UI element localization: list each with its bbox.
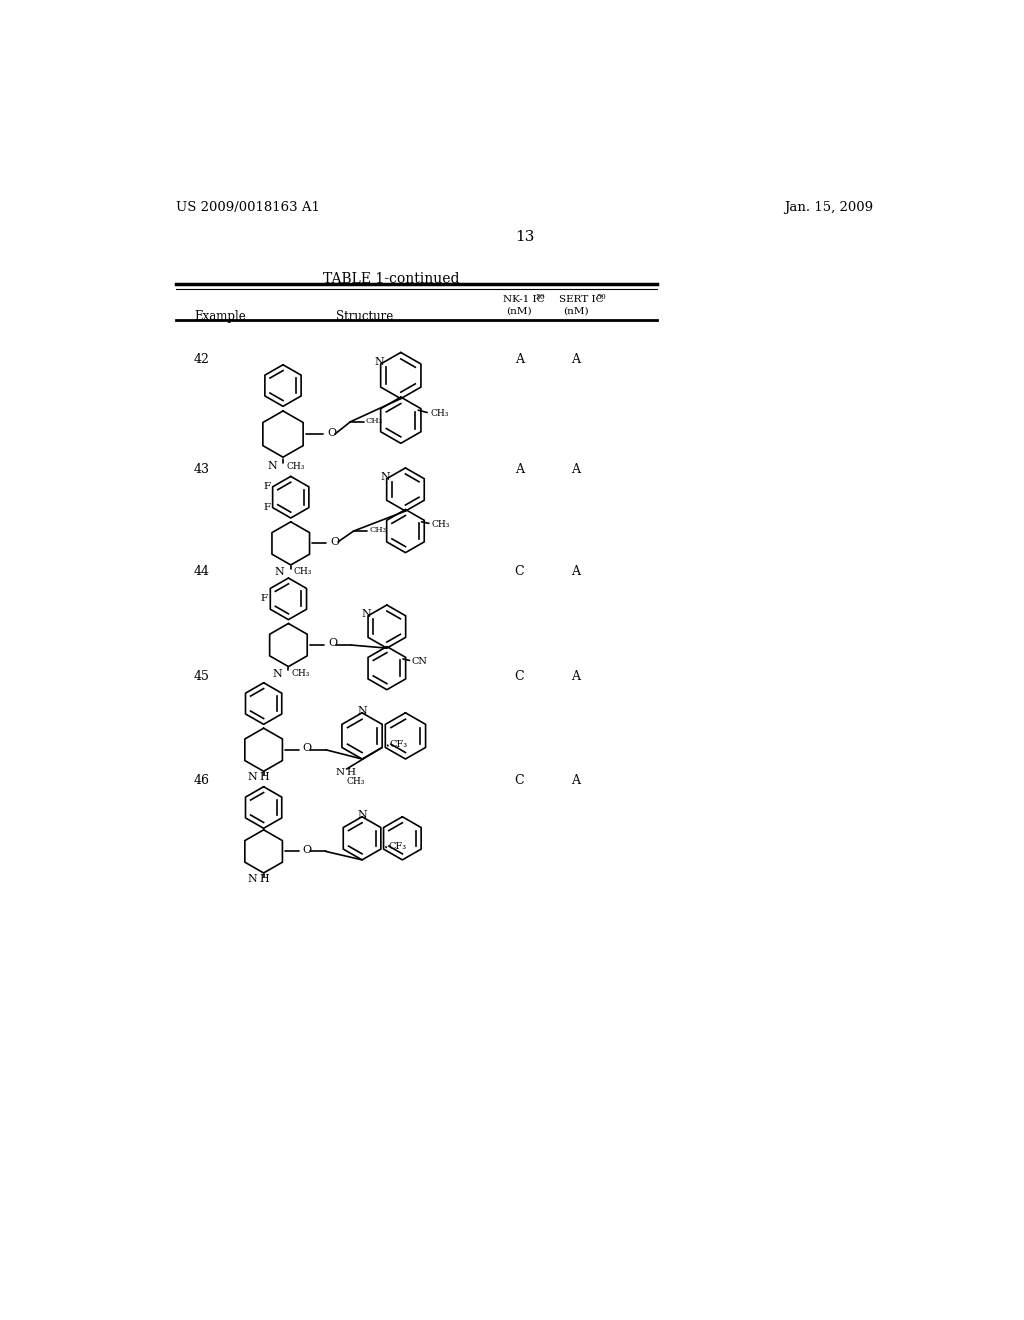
Text: NK-1 IC: NK-1 IC (503, 296, 545, 305)
Text: N: N (272, 668, 283, 678)
Text: 13: 13 (515, 230, 535, 244)
Text: (nM): (nM) (507, 306, 532, 315)
Text: N: N (248, 874, 257, 884)
Text: Example: Example (194, 310, 246, 323)
Text: H: H (260, 874, 269, 884)
Text: (nM): (nM) (563, 306, 589, 315)
Text: N: N (374, 358, 384, 367)
Text: CH₃: CH₃ (432, 520, 451, 528)
Text: N: N (357, 706, 367, 717)
Text: N: N (267, 462, 276, 471)
Text: A: A (571, 462, 581, 475)
Text: N: N (357, 810, 367, 820)
Text: US 2009/0018163 A1: US 2009/0018163 A1 (176, 201, 319, 214)
Text: CN: CN (412, 657, 428, 665)
Text: H: H (260, 772, 269, 783)
Text: A: A (571, 775, 581, 788)
Text: A: A (571, 671, 581, 684)
Text: CH₃: CH₃ (430, 409, 449, 417)
Text: C: C (515, 565, 524, 578)
Text: 44: 44 (194, 565, 210, 578)
Text: O: O (302, 743, 311, 754)
Text: A: A (571, 565, 581, 578)
Text: 50: 50 (536, 293, 546, 301)
Text: Structure: Structure (336, 310, 393, 323)
Text: N: N (248, 772, 257, 783)
Text: N: N (336, 768, 345, 776)
Text: O: O (331, 537, 339, 546)
Text: C: C (515, 671, 524, 684)
Text: C: C (515, 775, 524, 788)
Text: CH₃: CH₃ (369, 527, 386, 535)
Text: F: F (261, 594, 268, 603)
Text: O: O (302, 845, 311, 855)
Text: A: A (571, 354, 581, 366)
Text: O: O (328, 639, 337, 648)
Text: 42: 42 (194, 354, 210, 366)
Text: CF₃: CF₃ (390, 741, 409, 748)
Text: CH₃: CH₃ (292, 669, 310, 678)
Text: N: N (380, 473, 390, 482)
Text: A: A (515, 354, 524, 366)
Text: N: N (274, 566, 285, 577)
Text: CH₃: CH₃ (346, 777, 365, 785)
Text: CH₃: CH₃ (294, 568, 312, 577)
Text: 50: 50 (596, 293, 606, 301)
Text: A: A (515, 462, 524, 475)
Text: H: H (346, 768, 355, 776)
Text: 45: 45 (194, 671, 210, 684)
Text: N: N (361, 610, 372, 619)
Text: SERT IC: SERT IC (559, 296, 603, 305)
Text: F: F (263, 503, 270, 512)
Text: CH₃: CH₃ (366, 417, 383, 425)
Text: O: O (328, 428, 336, 437)
Text: 43: 43 (194, 462, 210, 475)
Text: Jan. 15, 2009: Jan. 15, 2009 (784, 201, 873, 214)
Text: CH₃: CH₃ (286, 462, 304, 471)
Text: TABLE 1-continued: TABLE 1-continued (324, 272, 460, 286)
Text: 46: 46 (194, 775, 210, 788)
Text: CF₃: CF₃ (388, 842, 407, 850)
Text: F: F (263, 482, 270, 491)
